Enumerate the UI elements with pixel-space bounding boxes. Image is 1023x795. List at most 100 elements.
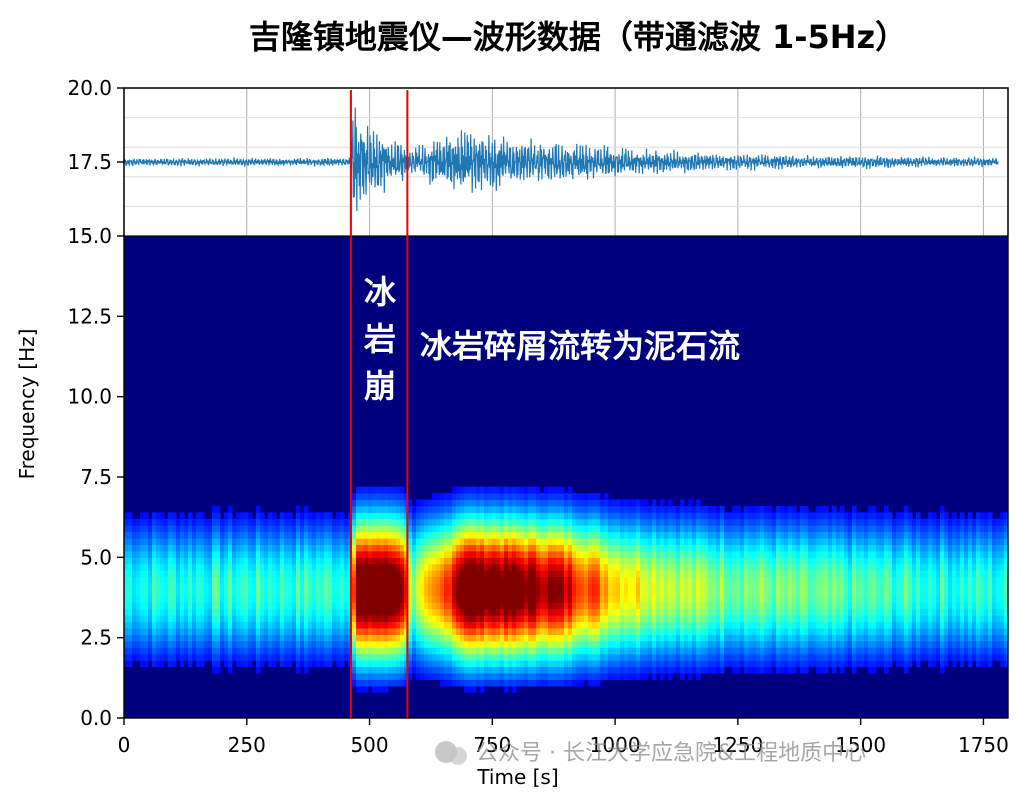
spectrogram-cell [500, 525, 505, 533]
spectrogram-cell [636, 570, 641, 578]
spectrogram-cell [228, 608, 233, 616]
spectrogram-cell [740, 557, 745, 565]
spectrogram-cell [576, 595, 581, 603]
spectrogram-cell [560, 531, 565, 539]
spectrogram-cell [632, 525, 637, 533]
spectrogram-cell [548, 499, 553, 507]
spectrogram-cell [436, 602, 441, 610]
spectrogram-cell [848, 538, 853, 545]
spectrogram-cell [344, 602, 349, 610]
spectrogram-cell [388, 525, 393, 533]
spectrogram-cell [288, 576, 293, 584]
spectrogram-cell [128, 615, 133, 623]
spectrogram-cell [368, 505, 373, 513]
spectrogram-cell [464, 518, 469, 526]
spectrogram-cell [356, 589, 361, 597]
spectrogram-cell [448, 531, 453, 539]
spectrogram-cell [296, 615, 301, 623]
spectrogram-cell [168, 557, 173, 565]
spectrogram-cell [788, 512, 793, 520]
spectrogram-cell [800, 660, 805, 668]
spectrogram-cell [568, 608, 573, 616]
spectrogram-cell [464, 531, 469, 539]
spectrogram-cell [400, 634, 405, 642]
spectrogram-cell [512, 608, 517, 616]
spectrogram-cell [168, 634, 173, 642]
spectrogram-cell [380, 538, 385, 545]
spectrogram-cell [388, 550, 393, 558]
spectrogram-cell [560, 679, 565, 687]
spectrogram-cell [704, 666, 709, 674]
spectrogram-cell [172, 589, 177, 597]
spectrogram-cell [244, 589, 249, 597]
spectrogram-cell [316, 563, 321, 571]
spectrogram-cell [228, 531, 233, 539]
spectrogram-cell [300, 518, 305, 526]
spectrogram-cell [572, 653, 577, 661]
spectrogram-cell [228, 647, 233, 655]
spectrogram-cell [780, 595, 785, 603]
spectrogram-cell [620, 647, 625, 655]
spectrogram-cell [700, 608, 705, 616]
spectrogram-cell [704, 589, 709, 597]
spectrogram-cell [240, 557, 245, 565]
spectrogram-cell [588, 666, 593, 674]
spectrogram-cell [312, 634, 317, 642]
spectrogram-cell [240, 660, 245, 668]
spectrogram-cell [656, 512, 661, 520]
spectrogram-cell [472, 589, 477, 597]
spectrogram-cell [472, 563, 477, 571]
spectrogram-cell [376, 608, 381, 616]
spectrogram-cell [500, 576, 505, 584]
spectrogram-cell [232, 595, 237, 603]
spectrogram-cell [692, 608, 697, 616]
spectrogram-cell [452, 563, 457, 571]
spectrogram-cell [288, 544, 293, 552]
spectrogram-cell [820, 583, 825, 590]
spectrogram-cell [772, 576, 777, 584]
spectrogram-cell [456, 583, 461, 590]
spectrogram-cell [848, 647, 853, 655]
spectrogram-cell [604, 608, 609, 616]
spectrogram-cell [708, 640, 713, 648]
spectrogram-cell [764, 550, 769, 558]
spectrogram-cell [796, 628, 801, 635]
spectrogram-cell [784, 563, 789, 571]
spectrogram-cell [260, 531, 265, 539]
spectrogram-cell [412, 602, 417, 610]
spectrogram-cell [544, 621, 549, 629]
spectrogram-cell [508, 518, 513, 526]
spectrogram-cell [360, 493, 365, 500]
spectrogram-cell [264, 628, 269, 635]
spectrogram-cell [520, 550, 525, 558]
spectrogram-cell [164, 621, 169, 629]
spectrogram-cell [148, 531, 153, 539]
spectrogram-cell [848, 653, 853, 661]
spectrogram-cell [488, 589, 493, 597]
spectrogram-cell [292, 602, 297, 610]
spectrogram-cell [848, 608, 853, 616]
spectrogram-cell [816, 640, 821, 648]
spectrogram-cell [804, 595, 809, 603]
spectrogram-cell [124, 538, 129, 545]
spectrogram-cell [716, 531, 721, 539]
spectrogram-cell [512, 666, 517, 674]
spectrogram-cell [240, 602, 245, 610]
spectrogram-cell [628, 505, 633, 513]
spectrogram-cell [760, 531, 765, 539]
spectrogram-cell [576, 493, 581, 500]
spectrogram-cell [724, 595, 729, 603]
spectrogram-cell [496, 531, 501, 539]
spectrogram-cell [448, 608, 453, 616]
spectrogram-cell [544, 499, 549, 507]
spectrogram-cell [488, 550, 493, 558]
spectrogram-cell [344, 634, 349, 642]
spectrogram-cell [444, 557, 449, 565]
spectrogram-cell [512, 589, 517, 597]
spectrogram-cell [480, 640, 485, 648]
spectrogram-cell [836, 563, 841, 571]
spectrogram-cell [756, 634, 761, 642]
spectrogram-cell [828, 640, 833, 648]
spectrogram-cell [716, 563, 721, 571]
spectrogram-cell [560, 576, 565, 584]
